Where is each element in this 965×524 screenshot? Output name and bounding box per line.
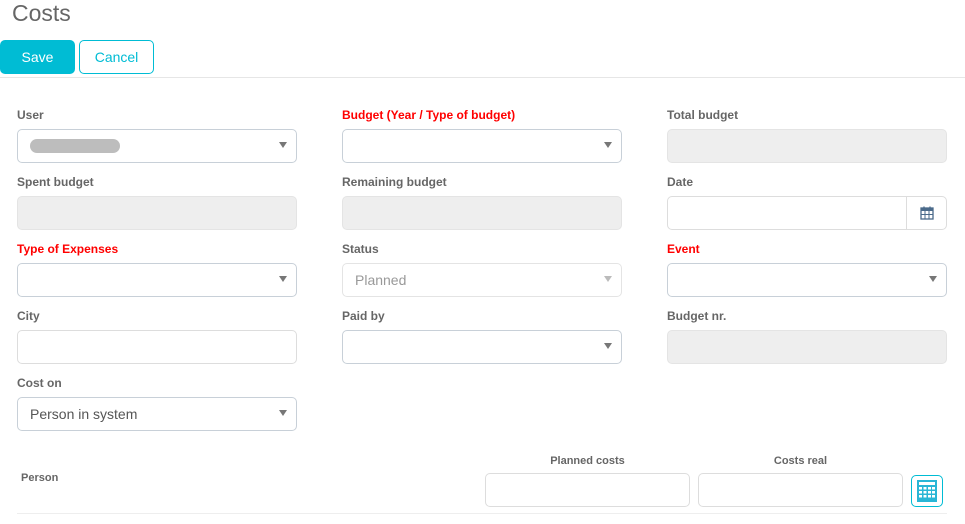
calculator-button[interactable] xyxy=(911,475,943,507)
user-label: User xyxy=(17,108,44,122)
budget-nr-field xyxy=(667,330,947,364)
user-value-redacted xyxy=(30,139,120,153)
chevron-down-icon xyxy=(279,142,287,148)
chevron-down-icon xyxy=(604,343,612,349)
date-picker-button[interactable] xyxy=(906,196,947,230)
budget-select[interactable] xyxy=(342,129,622,163)
event-select[interactable] xyxy=(667,263,947,297)
cost-on-label: Cost on xyxy=(17,376,62,390)
paid-by-select[interactable] xyxy=(342,330,622,364)
budget-nr-label: Budget nr. xyxy=(667,309,727,323)
chevron-down-icon xyxy=(279,276,287,282)
event-label: Event xyxy=(667,242,700,256)
planned-costs-input[interactable] xyxy=(485,473,690,507)
cancel-button[interactable]: Cancel xyxy=(79,40,154,74)
cost-on-select[interactable]: Person in system xyxy=(17,397,297,431)
table-divider xyxy=(17,513,947,514)
date-input[interactable] xyxy=(667,196,907,230)
spent-budget-field xyxy=(17,196,297,230)
status-label: Status xyxy=(342,242,379,256)
paid-by-label: Paid by xyxy=(342,309,385,323)
chevron-down-icon xyxy=(929,276,937,282)
status-value: Planned xyxy=(355,272,407,288)
city-label: City xyxy=(17,309,40,323)
remaining-budget-label: Remaining budget xyxy=(342,175,447,189)
type-of-expenses-label: Type of Expenses xyxy=(17,242,119,256)
total-budget-label: Total budget xyxy=(667,108,739,122)
total-budget-field xyxy=(667,129,947,163)
chevron-down-icon xyxy=(279,410,287,416)
chevron-down-icon xyxy=(604,142,612,148)
save-button[interactable]: Save xyxy=(0,40,75,74)
planned-costs-label: Planned costs xyxy=(550,455,625,467)
calendar-icon xyxy=(919,206,934,220)
spent-budget-label: Spent budget xyxy=(17,175,94,189)
costs-real-input[interactable] xyxy=(698,473,903,507)
budget-label: Budget (Year / Type of budget) xyxy=(342,108,516,122)
cost-on-value: Person in system xyxy=(30,406,138,422)
page-title: Costs xyxy=(12,0,71,26)
date-label: Date xyxy=(667,175,694,189)
user-select[interactable] xyxy=(17,129,297,163)
calculator-icon xyxy=(917,480,937,502)
costs-real-label: Costs real xyxy=(773,455,828,467)
remaining-budget-field xyxy=(342,196,622,230)
divider xyxy=(0,77,965,78)
type-of-expenses-select[interactable] xyxy=(17,263,297,297)
city-input[interactable] xyxy=(17,330,297,364)
person-label: Person xyxy=(21,472,59,484)
chevron-down-icon xyxy=(604,276,612,282)
status-select: Planned xyxy=(342,263,622,297)
